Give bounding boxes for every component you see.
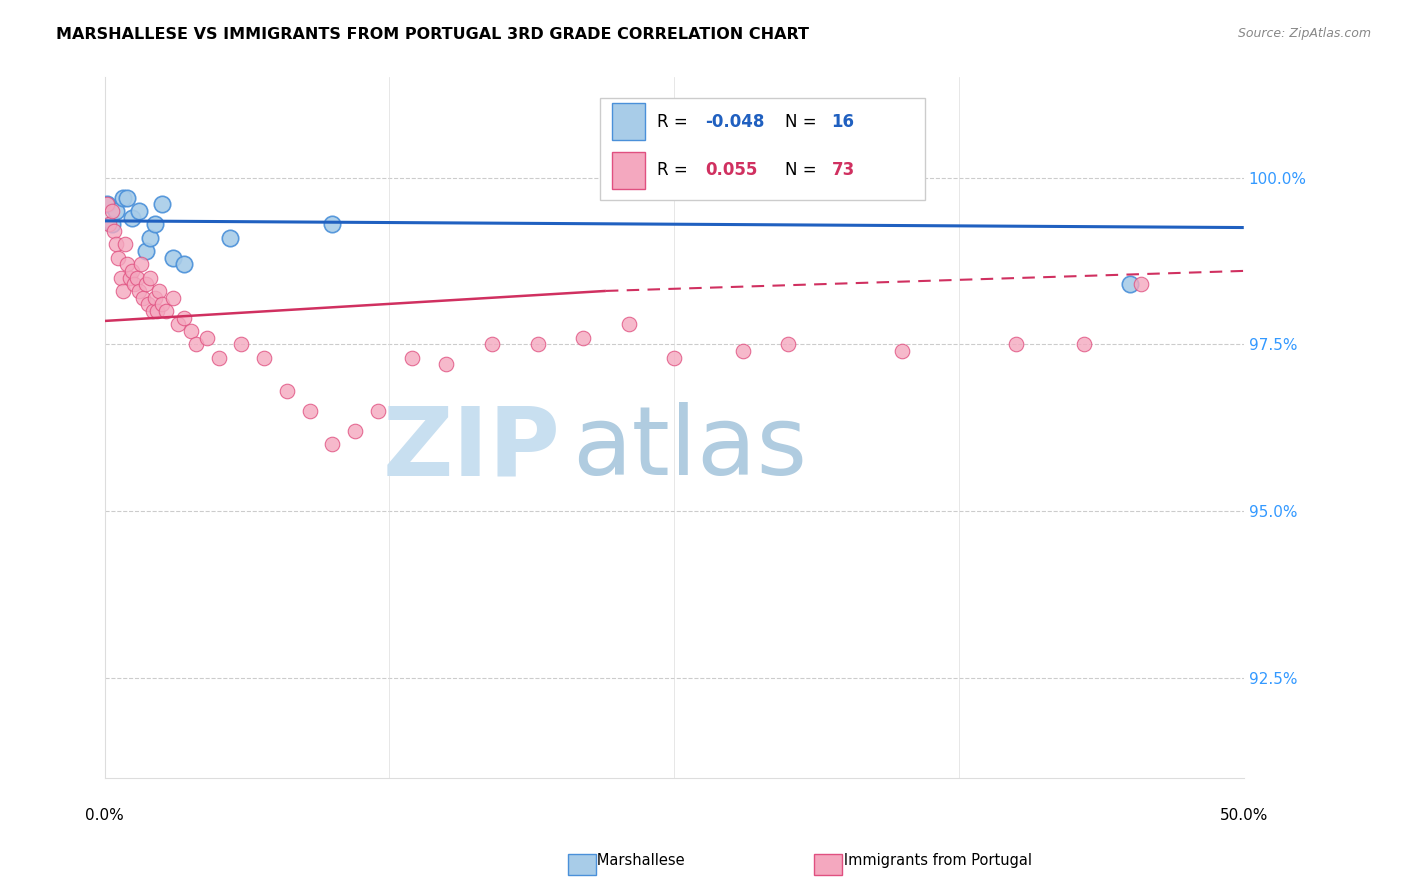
Point [150, 297, 173, 311]
Point [891, 343, 914, 358]
Point [107, 251, 129, 265]
Point [401, 351, 423, 365]
Point [219, 230, 242, 244]
Point [436, 357, 458, 371]
Point [146, 304, 169, 318]
Point [162, 291, 184, 305]
Point [135, 277, 157, 292]
Point [124, 277, 146, 292]
Point [121, 211, 143, 225]
Point [617, 318, 640, 332]
Point [276, 384, 298, 398]
Point [344, 424, 367, 438]
Text: ZIP: ZIP [382, 402, 561, 495]
Point [135, 244, 157, 258]
Point [173, 257, 195, 271]
Point [778, 337, 800, 351]
Point [166, 318, 188, 332]
Point [298, 404, 321, 418]
Point [141, 304, 163, 318]
Point [111, 190, 134, 204]
Text: N =: N = [785, 112, 821, 130]
FancyBboxPatch shape [600, 98, 925, 200]
Point [105, 237, 128, 252]
Point [117, 190, 139, 204]
Point [321, 217, 343, 231]
Point [143, 217, 166, 231]
Point [125, 270, 148, 285]
Point [231, 337, 253, 351]
Point [105, 203, 128, 218]
Point [1073, 337, 1095, 351]
Point [118, 270, 141, 285]
Point [98, 217, 121, 231]
Point [1130, 277, 1153, 292]
Point [180, 324, 202, 338]
Point [111, 284, 134, 298]
Text: 16: 16 [831, 112, 855, 130]
Point [731, 343, 754, 358]
Point [139, 270, 162, 285]
Text: Source: ZipAtlas.com: Source: ZipAtlas.com [1237, 27, 1371, 40]
Point [100, 217, 122, 231]
Text: atlas: atlas [572, 402, 807, 495]
Text: N =: N = [785, 161, 821, 179]
Text: Marshallese: Marshallese [583, 854, 685, 868]
Point [100, 203, 122, 218]
Point [139, 230, 162, 244]
Point [103, 224, 125, 238]
Point [253, 351, 276, 365]
Point [195, 330, 218, 344]
Text: 0.0%: 0.0% [86, 808, 124, 823]
Point [143, 291, 166, 305]
Point [155, 304, 177, 318]
Point [148, 284, 170, 298]
FancyBboxPatch shape [612, 103, 644, 140]
Point [572, 330, 595, 344]
FancyBboxPatch shape [612, 153, 644, 188]
Point [664, 351, 686, 365]
Point [526, 337, 548, 351]
Point [321, 437, 343, 451]
Point [150, 197, 173, 211]
Point [1005, 337, 1028, 351]
Point [96, 197, 118, 211]
Point [136, 297, 159, 311]
Point [128, 284, 150, 298]
Point [367, 404, 389, 418]
Point [96, 197, 118, 211]
Point [121, 264, 143, 278]
Text: R =: R = [657, 112, 693, 130]
Text: 73: 73 [831, 161, 855, 179]
Point [1119, 277, 1142, 292]
Point [173, 310, 195, 325]
Point [117, 257, 139, 271]
Point [162, 251, 184, 265]
Point [184, 337, 207, 351]
Text: R =: R = [657, 161, 693, 179]
Point [128, 203, 150, 218]
Point [132, 291, 155, 305]
Text: 50.0%: 50.0% [1219, 808, 1268, 823]
Point [110, 270, 132, 285]
Point [207, 351, 229, 365]
Point [481, 337, 503, 351]
Point [129, 257, 152, 271]
Text: -0.048: -0.048 [704, 112, 765, 130]
Point [114, 237, 136, 252]
Text: MARSHALLESE VS IMMIGRANTS FROM PORTUGAL 3RD GRADE CORRELATION CHART: MARSHALLESE VS IMMIGRANTS FROM PORTUGAL … [56, 27, 810, 42]
Text: Immigrants from Portugal: Immigrants from Portugal [830, 854, 1032, 868]
Text: 0.055: 0.055 [704, 161, 758, 179]
